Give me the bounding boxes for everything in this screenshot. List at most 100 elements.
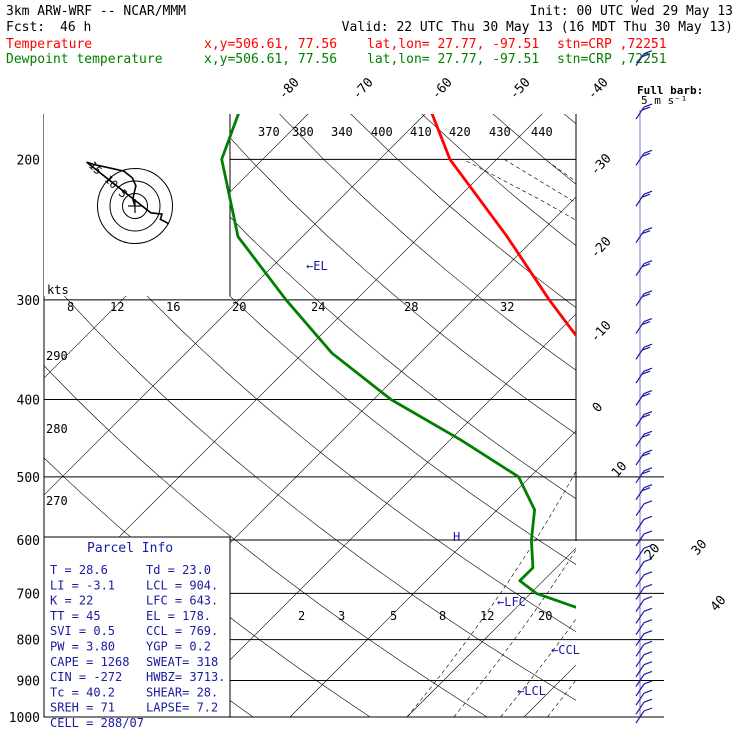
isotherm-line xyxy=(406,547,576,718)
wind-barb xyxy=(635,547,645,561)
dry-adiabat-line xyxy=(671,0,740,717)
valid-time: Valid: 22 UTC Thu 30 May 13 (16 MDT Thu … xyxy=(341,20,733,35)
side-theta-label: 280 xyxy=(46,422,68,436)
parcel-info-left: LI = -3.1 xyxy=(50,578,115,592)
parcel-info-left: T = 28.6 xyxy=(50,563,108,577)
wind-barb-flag xyxy=(643,190,653,195)
theta-tick-label: 420 xyxy=(449,125,471,139)
wind-barb-flag xyxy=(643,670,653,676)
parcel-info-right: LFC = 643. xyxy=(146,594,218,608)
wind-barb-flag xyxy=(641,413,651,419)
wind-barb-flag xyxy=(643,698,653,703)
moist-adiabat-line xyxy=(406,470,576,718)
wind-barb-flag xyxy=(641,263,651,268)
wind-barb-flag xyxy=(643,607,653,612)
wind-barb xyxy=(635,683,645,697)
mixing-ratio-tick-label: 20 xyxy=(538,609,552,623)
parcel-info-right: LCL = 904. xyxy=(146,578,218,592)
hodograph-axis-label: kts xyxy=(47,283,69,297)
hodograph-ring xyxy=(109,180,161,232)
wind-barb-flag xyxy=(641,487,651,492)
temperature-station: stn=CRP ,72251 xyxy=(557,37,667,52)
wind-barb-flag xyxy=(643,571,653,576)
moist-adiabat-line xyxy=(453,549,576,718)
parcel-info-left: CELL = 288/07 xyxy=(50,716,144,730)
wind-barb xyxy=(635,346,645,360)
wind-barb-flag xyxy=(641,346,651,351)
wind-barb xyxy=(635,414,645,427)
wind-barb-flag xyxy=(643,410,653,416)
wind-barb-flag xyxy=(641,433,651,438)
parcel-info-left: Tc = 40.2 xyxy=(50,685,115,699)
mixing-ratio-tick-label: 3 xyxy=(338,609,345,623)
wind-barb xyxy=(635,622,645,636)
wind-barb-flag xyxy=(641,392,651,398)
wind-barb-flag xyxy=(643,50,653,55)
wind-barb-flag xyxy=(643,680,653,685)
theta-tick-label: 370 xyxy=(258,125,280,139)
parcel-info-right: EL = 178. xyxy=(146,609,211,623)
isotherm-line xyxy=(523,664,576,718)
isotherm-tick-label: -80 xyxy=(276,75,303,102)
wind-barb-flag xyxy=(643,103,653,108)
wind-barb xyxy=(635,633,645,647)
dry-adiabat-line xyxy=(44,272,576,701)
pressure-tick-label: 400 xyxy=(17,394,40,409)
isotherm-tick-label: 0 xyxy=(590,400,606,416)
lfc-marker: ←LFC xyxy=(497,595,526,609)
wind-barb-flag xyxy=(643,619,653,624)
pressure-tick-label: 900 xyxy=(17,674,40,689)
wind-barb-flag xyxy=(643,707,653,712)
parcel-info-left: SREH = 71 xyxy=(50,701,115,715)
wind-barb xyxy=(635,452,645,466)
parcel-info-right: Td = 23.0 xyxy=(146,563,211,577)
wind-barb-flag xyxy=(641,152,651,157)
isotherm-line xyxy=(641,0,740,717)
dewpoint-latlon: lat,lon= 27.77, -97.51 xyxy=(367,52,540,67)
wind-barb xyxy=(635,664,645,678)
isotherm-tick-label: -10 xyxy=(588,318,615,345)
parcel-info-panel xyxy=(43,536,231,718)
wind-barb-flag xyxy=(641,370,651,375)
pressure-tick-label: 1000 xyxy=(9,711,40,726)
moist-adiabat-line xyxy=(627,159,740,717)
dry-adiabat-line xyxy=(421,114,576,246)
parcel-info-right: SHEAR= 28. xyxy=(146,685,218,699)
parcel-info-left: CIN = -272 xyxy=(50,670,122,684)
parcel-info-right: CCL = 769. xyxy=(146,624,218,638)
wind-barb-flag xyxy=(643,500,653,505)
hodograph-panel xyxy=(44,114,230,296)
wind-barb xyxy=(635,610,645,624)
isotherm-tick-label: -70 xyxy=(350,75,377,102)
dry-adiabat-line xyxy=(208,114,576,435)
wind-barb-flag xyxy=(643,290,653,295)
wind-barb-flag xyxy=(643,389,653,395)
wind-barb-flag xyxy=(643,227,653,232)
dry-adiabat-line xyxy=(429,0,740,717)
wind-barb xyxy=(635,599,645,612)
parcel-info-left: CAPE = 1268 xyxy=(50,655,129,669)
isotherm-tick-label: -40 xyxy=(585,75,612,102)
dry-adiabat-line xyxy=(136,114,576,499)
wind-barb xyxy=(635,574,645,588)
isotherm-line xyxy=(44,114,309,379)
wind-barb-flag xyxy=(643,367,653,372)
el-marker: ←EL xyxy=(306,259,328,273)
temperature-coords: x,y=506.61, 77.56 xyxy=(204,37,338,52)
wind-barb xyxy=(635,587,645,600)
theta-e-tick-label: 32 xyxy=(500,300,514,314)
moist-adiabat-line xyxy=(544,159,576,182)
wind-barb-flag xyxy=(641,53,651,58)
parcel-info-title: Parcel Info xyxy=(87,541,173,556)
wind-barb xyxy=(635,470,645,484)
theta-tick-label: 440 xyxy=(531,125,553,139)
theta-tick-label: 400 xyxy=(371,125,393,139)
wind-barb xyxy=(635,533,645,547)
parcel-info-right: SWEAT= 318 xyxy=(146,655,218,669)
wind-barb xyxy=(635,393,645,406)
dry-adiabat-line xyxy=(492,114,576,185)
dry-adiabat-line xyxy=(279,114,576,371)
wind-barb-flag xyxy=(643,430,653,435)
theta-tick-label: 410 xyxy=(410,125,432,139)
